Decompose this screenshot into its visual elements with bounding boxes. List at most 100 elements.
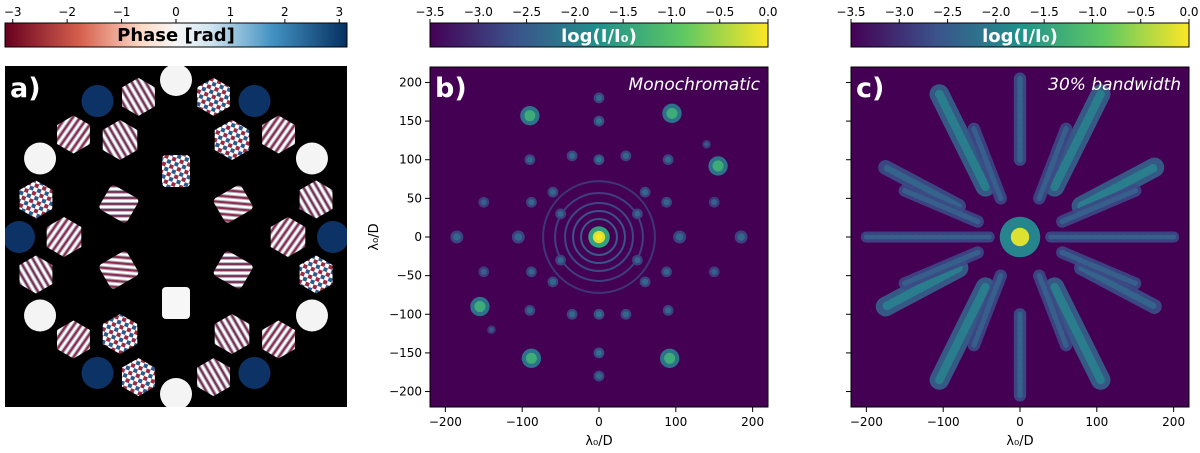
colorbar-intensity-c: log(I/I₀) −3.5 −3.0 −2.5 −2.0 −1.5 −1.0 −0.5 0.…	[836, 5, 1199, 48]
outer-circle-segment	[160, 378, 192, 407]
y-tick-label: −150	[389, 346, 422, 360]
psf-spot	[595, 156, 603, 163]
psf-spot	[488, 327, 494, 333]
psf-spot	[557, 257, 564, 264]
psf-spot	[480, 199, 487, 206]
psf-spot	[622, 311, 629, 318]
panel-b-xlabel: λ₀/D	[585, 434, 612, 449]
y-tick-label: −100	[389, 307, 422, 321]
psf-streak-core	[935, 89, 990, 192]
outer-circle-segment	[238, 85, 271, 118]
colorbar-tick-label: 2	[281, 5, 289, 19]
outer-circle-segment	[5, 221, 35, 253]
colorbar-intensity-b: log(I/I₀) −3.5 −3.0 −2.5 −2.0 −1.5 −1.0 −0.5 0.…	[415, 5, 778, 48]
colorbar-phase-ticks: −3 −2 −1 0 1 2 3	[4, 5, 343, 23]
colorbar-tick-label: −0.5	[705, 5, 734, 19]
colorbar-phase: Phase [rad] −3 −2 −1 0 1 2 3	[4, 5, 348, 48]
colorbar-tick-label: −2.0	[981, 5, 1010, 19]
psf-streak-core	[1077, 163, 1159, 211]
y-tick-label: 100	[399, 153, 422, 167]
psf-spot	[622, 152, 629, 159]
middle-hexagon-segment	[299, 180, 333, 219]
middle-hexagon-segment	[299, 255, 333, 294]
psf-spot	[528, 268, 535, 275]
central-obscuration	[128, 189, 224, 285]
outer-circle-segment	[238, 356, 271, 389]
psf-spot	[557, 210, 564, 217]
diffraction-ring	[564, 202, 634, 272]
x-tick-label: −100	[506, 415, 539, 429]
psf-streak-core	[881, 263, 963, 311]
outer-circle-segment	[160, 66, 192, 96]
inner-hexagon-segment	[214, 314, 250, 354]
middle-hexagon-segment	[19, 180, 53, 219]
colorbar-tick-label: −1.5	[609, 5, 638, 19]
psf-central-peak	[1010, 227, 1030, 247]
colorbar-tick-label: −1.0	[1078, 5, 1107, 19]
psf-spot	[595, 349, 603, 356]
colorbar-tick-label: −3.0	[464, 5, 493, 19]
y-tick-label: −200	[389, 385, 422, 399]
middle-hexagon-segment	[197, 358, 230, 397]
psf-spot	[737, 233, 745, 241]
psf-spot	[480, 268, 487, 275]
psf-spot	[514, 233, 523, 241]
psf-spot	[711, 268, 718, 275]
psf-spot	[664, 352, 676, 364]
psf-streak-core	[1050, 89, 1105, 192]
panel-a-tag: a)	[10, 73, 41, 104]
middle-hexagon-segment	[57, 115, 90, 154]
psf-spot	[595, 118, 603, 125]
colorbar-tick-label: −3	[4, 5, 22, 19]
colorbar-tick-label: −3.0	[885, 5, 914, 19]
panel-b-ylabel: λ₀/D	[367, 223, 382, 250]
psf-streak-core	[1059, 249, 1138, 287]
psf-spot	[595, 311, 603, 318]
colorbar-tick-label: −3.5	[415, 5, 444, 19]
psf-streak-core	[902, 249, 981, 287]
inner-arc-segment	[213, 251, 253, 289]
psf-spot	[569, 311, 576, 318]
inner-arc-segment	[99, 251, 139, 289]
x-tick-label: 200	[1162, 415, 1185, 429]
x-tick-label: 0	[1016, 415, 1024, 429]
psf-streak-core	[902, 187, 981, 225]
panel-b-tag: b)	[435, 73, 467, 104]
psf-streak-core	[1059, 187, 1138, 225]
psf-c-streaks	[860, 72, 1180, 402]
middle-hexagon-segment	[122, 358, 155, 397]
psf-spot	[595, 373, 603, 380]
colorbar-tick-label: −2.5	[933, 5, 962, 19]
colorbar-tick-label: −3.5	[836, 5, 865, 19]
colorbar-intensity-b-label: log(I/I₀)	[561, 26, 637, 47]
psf-spot	[711, 199, 718, 206]
middle-hexagon-segment	[57, 320, 90, 359]
colorbar-intensity-c-ticks: −3.5 −3.0 −2.5 −2.0 −1.5 −1.0 −0.5 0.0	[836, 5, 1199, 23]
inner-arc-segment	[99, 185, 139, 223]
psf-spot	[642, 189, 649, 196]
inner-arc-segment	[162, 287, 190, 319]
inner-hexagon-segment	[102, 120, 138, 160]
psf-streak-core	[1036, 272, 1069, 348]
colorbar-tick-label: −1.0	[657, 5, 686, 19]
psf-spot	[675, 233, 684, 241]
diffraction-ring	[580, 218, 618, 256]
colorbar-tick-label: 0.0	[758, 5, 777, 19]
middle-hexagon-segment	[197, 77, 230, 116]
colorbar-tick-label: −1	[113, 5, 131, 19]
psf-streak-core	[1078, 264, 1158, 310]
colorbar-intensity-b-ticks: −3.5 −3.0 −2.5 −2.0 −1.5 −1.0 −0.5 0.0	[415, 5, 778, 23]
colorbar-tick-label: −1.5	[1030, 5, 1059, 19]
psf-spot	[634, 210, 641, 217]
psf-spot	[712, 160, 724, 172]
psf-streak-core	[1036, 126, 1069, 202]
colorbar-tick-label: −2.5	[512, 5, 541, 19]
psf-streak-core	[882, 164, 962, 210]
pupil-segments	[5, 66, 347, 407]
psf-streak-core	[935, 282, 990, 385]
psf-streak-core	[971, 126, 1004, 202]
psf-central-core	[596, 234, 602, 240]
x-tick-label: −200	[850, 415, 883, 429]
panel-b-psf-monochromatic: b) Monochromatic −200 −100 0 100 200 −200 −150…	[367, 66, 769, 449]
